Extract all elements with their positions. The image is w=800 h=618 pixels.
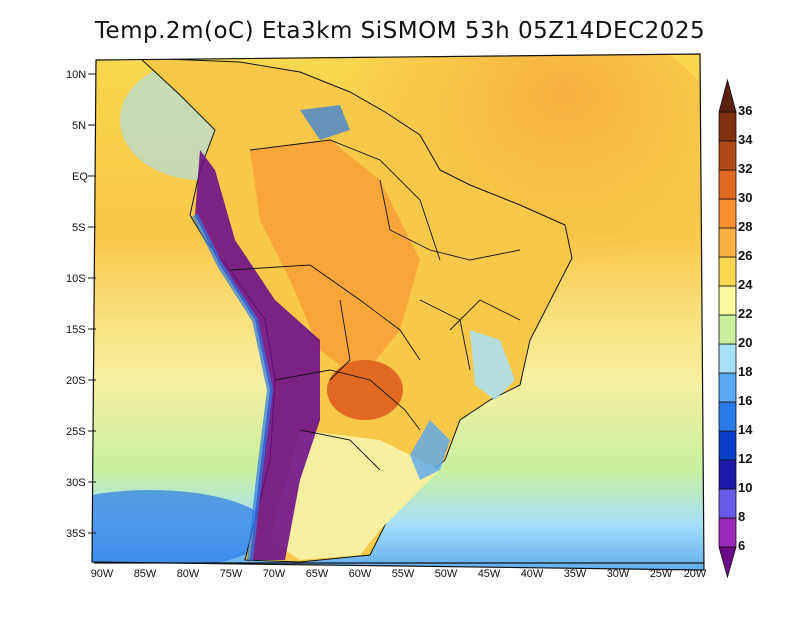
lon-label-55w: 55W: [392, 568, 415, 580]
lat-label-25s: 25S: [66, 426, 86, 438]
colorbar-max-arrow: [718, 78, 737, 113]
lon-label-50w: 50W: [435, 568, 458, 580]
map-frame: [91, 53, 705, 571]
lat-label-15s: 15S: [66, 324, 86, 336]
interior-warm-zone: [250, 140, 420, 380]
colorbar-swatch: [718, 198, 737, 229]
colorbar-label-24: 24: [738, 277, 753, 292]
colorbar-swatch: [718, 517, 737, 548]
colorbar-swatch: [718, 401, 737, 432]
southern-cold-zone: [92, 490, 270, 570]
lon-label-60w: 60W: [349, 568, 372, 580]
colorbar-label-36: 36: [738, 103, 752, 118]
colorbar-label-10: 10: [738, 480, 752, 495]
colorbar-label-14: 14: [738, 422, 753, 437]
latitude-axis: 10N 5N EQ 5S 10S 15S 20S 25S 30S 35S: [66, 69, 96, 540]
colorbar: [718, 78, 737, 579]
map-domain: [92, 54, 704, 570]
colorbar-label-12: 12: [738, 451, 752, 466]
guiana-highlands-cool: [300, 105, 350, 140]
colorbar-label-34: 34: [738, 132, 753, 147]
lon-label-25w: 25W: [650, 568, 673, 580]
lon-label-85w: 85W: [134, 568, 157, 580]
lat-label-30s: 30S: [66, 477, 86, 489]
lon-label-80w: 80W: [177, 568, 200, 580]
map-title: Temp.2m(oC) Eta3km SiSMOM 53h 05Z14DEC20…: [94, 18, 706, 44]
lat-label-20s: 20S: [66, 375, 86, 387]
colorbar-swatch: [718, 343, 737, 374]
colorbar-swatch: [718, 227, 737, 258]
colorbar-label-18: 18: [738, 364, 752, 379]
colorbar-label-32: 32: [738, 161, 752, 176]
chaco-hot-zone: [327, 360, 403, 420]
colorbar-swatch: [718, 459, 737, 490]
lon-label-20w: 20W: [684, 568, 707, 580]
lat-label-10s: 10S: [66, 273, 86, 285]
colorbar-label-6: 6: [738, 538, 745, 553]
lon-label-35w: 35W: [564, 568, 587, 580]
colorbar-label-22: 22: [738, 306, 752, 321]
lon-label-30w: 30W: [607, 568, 630, 580]
lat-label-35s: 35S: [66, 528, 86, 540]
lat-label-10n: 10N: [66, 69, 86, 81]
lon-label-90w: 90W: [91, 568, 114, 580]
lon-label-45w: 45W: [478, 568, 501, 580]
colorbar-swatch: [718, 372, 737, 403]
lon-label-70w: 70W: [263, 568, 286, 580]
east-highlands-cool: [470, 330, 515, 400]
colorbar-labels: 6 8 10 12 14 16 18 20 22 24 26 28 30 32 …: [738, 103, 753, 553]
lon-label-40w: 40W: [521, 568, 544, 580]
lat-label-eq: EQ: [72, 171, 88, 183]
colorbar-swatch: [718, 488, 737, 519]
longitude-axis: 90W 85W 80W 75W 70W 65W 60W 55W 50W 45W …: [91, 568, 707, 580]
colorbar-swatch: [718, 169, 737, 200]
southern-cone-cool: [270, 430, 440, 560]
colorbar-swatch: [718, 430, 737, 461]
southeast-highlands-cool: [410, 420, 450, 480]
andes-cold-belt: [195, 150, 320, 560]
colorbar-label-20: 20: [738, 335, 752, 350]
colorbar-label-16: 16: [738, 393, 752, 408]
lon-label-75w: 75W: [220, 568, 243, 580]
colorbar-label-30: 30: [738, 190, 752, 205]
political-borders: [229, 139, 521, 471]
lat-label-5s: 5S: [72, 222, 85, 234]
colorbar-label-26: 26: [738, 248, 752, 263]
colorbar-swatch: [718, 140, 737, 171]
colorbar-label-28: 28: [738, 219, 752, 234]
colorbar-swatch: [718, 111, 737, 142]
colorbar-swatch: [718, 285, 737, 316]
colorbar-min-arrow: [718, 546, 737, 579]
colorbar-swatch: [718, 314, 737, 345]
andes-edge: [192, 213, 274, 561]
lat-label-5n: 5N: [72, 120, 86, 132]
colorbar-swatch: [718, 256, 737, 287]
colorbar-label-8: 8: [738, 509, 745, 524]
lon-label-65w: 65W: [306, 568, 329, 580]
